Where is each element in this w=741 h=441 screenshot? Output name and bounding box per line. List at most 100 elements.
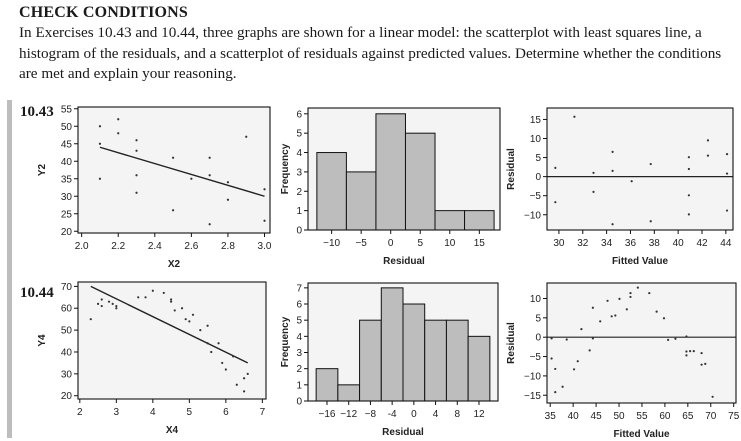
data-point bbox=[725, 153, 729, 156]
data-point bbox=[226, 181, 230, 184]
data-point bbox=[208, 223, 211, 226]
data-point bbox=[107, 300, 111, 303]
data-point bbox=[611, 223, 614, 226]
x-axis-label: X2 bbox=[168, 259, 181, 270]
data-point bbox=[263, 219, 266, 222]
data-point bbox=[573, 115, 576, 118]
data-point bbox=[565, 338, 568, 341]
data-point bbox=[135, 191, 138, 194]
least-squares-line bbox=[90, 285, 249, 364]
data-point bbox=[649, 162, 652, 166]
x-tick-label: 2.4 bbox=[148, 241, 162, 252]
y-tick-label: 30 bbox=[61, 369, 73, 380]
x-tick-label: 44 bbox=[720, 238, 732, 249]
y-tick-label: 10 bbox=[530, 294, 542, 305]
y-tick-label: −10 bbox=[524, 210, 541, 221]
y-tick-label: 70 bbox=[61, 282, 73, 293]
x-tick-label: 5 bbox=[187, 407, 193, 418]
y-tick-label: 2 bbox=[296, 187, 302, 198]
y-tick-label: 55 bbox=[61, 104, 73, 115]
y-tick-label: 4 bbox=[296, 332, 302, 343]
x-tick-label: 32 bbox=[577, 238, 589, 249]
x-tick-label: 2.2 bbox=[111, 241, 125, 252]
data-point bbox=[98, 125, 102, 128]
data-point bbox=[711, 395, 714, 398]
x-tick-label: 10 bbox=[444, 238, 456, 249]
x-axis-label: Residual bbox=[382, 427, 424, 438]
data-point bbox=[199, 329, 202, 332]
x-tick-label: 36 bbox=[625, 238, 637, 249]
y-tick-label: 3 bbox=[296, 348, 302, 359]
y-tick-label: 60 bbox=[61, 304, 73, 315]
x-tick-label: −12 bbox=[340, 409, 357, 420]
data-point bbox=[100, 304, 103, 308]
data-point bbox=[611, 169, 614, 173]
data-point bbox=[687, 213, 690, 216]
data-point bbox=[171, 209, 175, 212]
data-point bbox=[592, 190, 595, 193]
y-tick-label: 35 bbox=[61, 174, 73, 185]
data-point bbox=[171, 156, 175, 159]
histogram-bar bbox=[316, 152, 347, 231]
x-tick-label: 6 bbox=[223, 407, 229, 418]
exercise-label-10-43: 10.43 bbox=[20, 104, 54, 120]
x-tick-label: 34 bbox=[601, 238, 613, 249]
x-tick-label: 30 bbox=[553, 238, 565, 249]
y-axis-label: Frequency bbox=[280, 316, 291, 367]
data-point bbox=[180, 307, 184, 310]
data-point bbox=[614, 314, 617, 317]
data-point bbox=[685, 350, 688, 353]
data-point bbox=[554, 201, 557, 204]
data-point bbox=[692, 350, 695, 353]
y-axis-label: Y2 bbox=[37, 163, 48, 176]
data-point bbox=[232, 355, 235, 358]
x-axis-label: Fitted Value bbox=[613, 429, 670, 440]
data-point bbox=[246, 372, 249, 375]
x-tick-label: 55 bbox=[636, 411, 648, 422]
y-axis-label: Frequency bbox=[280, 143, 291, 194]
least-squares-line bbox=[99, 146, 265, 197]
data-point bbox=[706, 139, 710, 142]
data-point bbox=[217, 342, 220, 345]
data-point bbox=[169, 300, 173, 303]
data-point bbox=[700, 363, 703, 366]
plot-area bbox=[547, 283, 736, 403]
data-point bbox=[151, 289, 154, 292]
data-point bbox=[618, 297, 621, 300]
data-point bbox=[689, 350, 692, 353]
data-point bbox=[206, 342, 209, 345]
data-point bbox=[235, 383, 238, 386]
data-point bbox=[224, 368, 227, 371]
y-tick-label: 45 bbox=[61, 139, 73, 150]
data-point bbox=[636, 286, 639, 289]
x-tick-label: 0 bbox=[411, 409, 417, 420]
data-point bbox=[137, 296, 140, 299]
instructions-text: In Exercises 10.43 and 10.44, three grap… bbox=[19, 24, 722, 82]
x-tick-label: 38 bbox=[649, 238, 661, 249]
y-tick-label: 15 bbox=[530, 115, 542, 126]
x-tick-label: 2.0 bbox=[75, 241, 89, 252]
data-point bbox=[135, 139, 138, 142]
x-tick-label: 15 bbox=[474, 238, 486, 249]
x-tick-label: 3 bbox=[114, 407, 120, 418]
y-tick-label: 50 bbox=[61, 326, 73, 337]
x-axis-label: X4 bbox=[166, 425, 179, 436]
y-tick-label: 40 bbox=[61, 347, 73, 358]
data-point bbox=[242, 377, 246, 380]
x-tick-label: 35 bbox=[545, 411, 557, 422]
data-point bbox=[242, 390, 246, 393]
x-tick-label: 65 bbox=[682, 411, 694, 422]
data-point bbox=[588, 349, 591, 352]
data-point bbox=[111, 302, 114, 305]
data-point bbox=[685, 354, 688, 357]
y-tick-label: 7 bbox=[296, 283, 302, 294]
x-tick-label: −5 bbox=[355, 238, 367, 249]
y-tick-label: −5 bbox=[530, 352, 542, 363]
data-point bbox=[655, 310, 658, 313]
y-tick-label: −15 bbox=[524, 391, 541, 402]
y-tick-label: 5 bbox=[535, 313, 541, 324]
data-point bbox=[117, 118, 120, 121]
plot-frame bbox=[307, 107, 501, 231]
data-point bbox=[606, 299, 609, 302]
